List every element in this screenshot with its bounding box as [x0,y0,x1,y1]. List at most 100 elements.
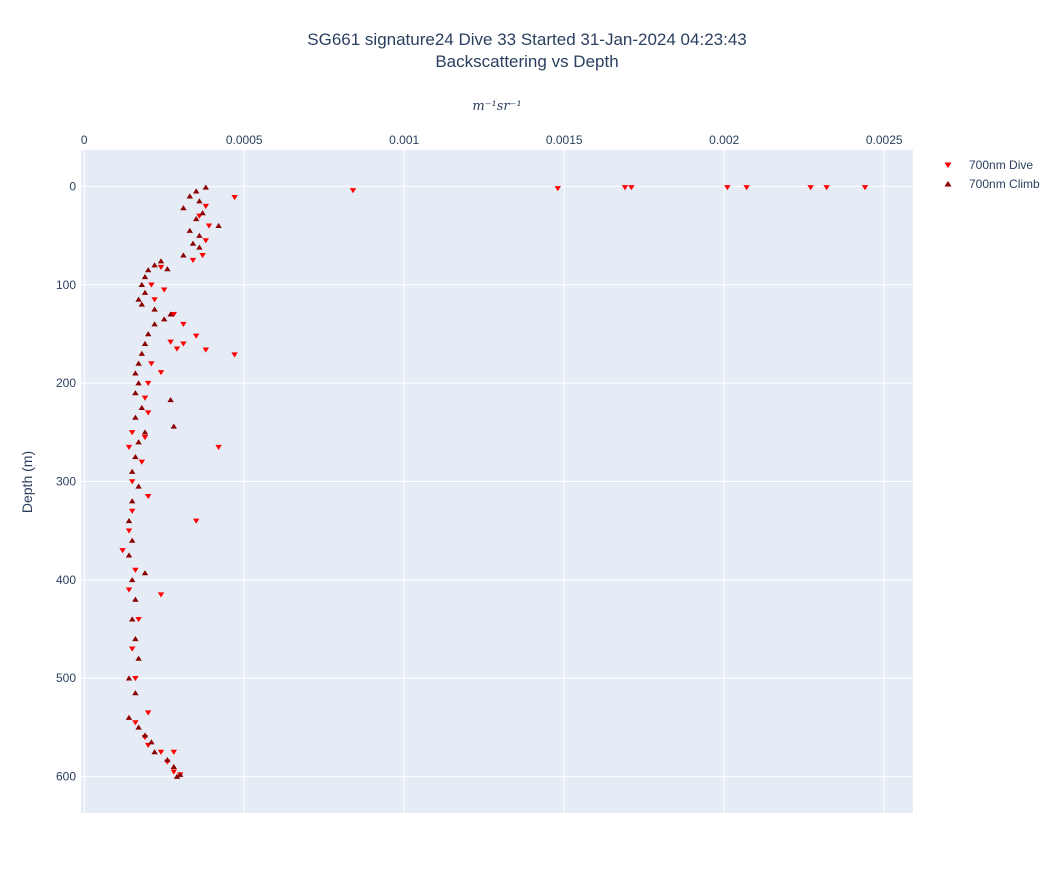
data-point [135,655,142,661]
data-point [151,749,158,755]
data-point [189,240,197,246]
data-point [724,185,731,191]
legend-item-climb[interactable]: 700nm Climb [944,177,1041,191]
data-point [129,537,136,543]
x-tick-label: 0.0025 [866,133,903,147]
data-point [151,262,158,268]
chart-title: SG661 signature24 Dive 33 Started 31-Jan… [307,30,746,49]
data-point [554,186,561,192]
data-point [145,331,152,337]
data-point [621,185,629,191]
data-point [193,518,200,524]
data-point [205,223,213,229]
legend-item-dive[interactable]: 700nm Dive [944,158,1034,172]
x-tick-label: 0.0015 [546,133,583,147]
data-point [193,215,200,222]
data-point [138,459,145,465]
data-point [157,258,165,264]
data-point [215,444,222,450]
y-tick-label: 600 [56,770,76,784]
data-point [135,296,142,302]
x-tick-label: 0.0005 [226,133,263,147]
data-point [125,444,133,450]
data-point [138,404,145,410]
legend-label: 700nm Dive [969,158,1033,172]
data-point [145,380,152,387]
data-point [125,528,133,534]
data-point [202,184,209,190]
data-point [129,430,136,436]
x-axis-ticks: 0 0.0005 0.001 0.0015 0.002 0.0025 [81,133,903,147]
y-axis-title: Depth (m) [19,451,35,513]
data-point [129,479,136,485]
data-point [145,267,152,273]
y-tick-label: 400 [56,573,76,587]
data-point [148,282,155,288]
data-point [132,720,139,726]
data-point [141,732,149,738]
chart-subtitle: Backscattering vs Depth [435,52,618,71]
data-point [186,193,193,199]
data-point [193,188,200,194]
data-point [170,312,177,318]
legend[interactable]: 700nm Dive 700nm Climb [944,158,1041,191]
data-point [148,739,155,745]
data-point [135,439,142,445]
y-axis-ticks: 0 100 200 300 400 500 600 [56,179,76,783]
data-point [145,494,152,500]
data-point [125,587,133,593]
data-point [628,185,635,191]
data-point [173,773,181,779]
x-tick-label: 0.002 [709,133,739,147]
data-point [199,210,206,216]
data-point [129,616,136,622]
data-point [151,306,158,312]
data-point [141,274,149,280]
data-point [196,244,203,250]
data-point [215,222,222,228]
data-point [135,483,142,489]
data-point [807,185,814,191]
data-point [180,252,187,258]
data-point [129,508,136,514]
data-point [138,301,145,307]
y-tick-label: 0 [69,179,76,193]
data-point [129,498,136,504]
x-tick-label: 0.001 [389,133,419,147]
data-point [129,576,136,583]
data-point [157,264,165,270]
data-point [132,454,139,460]
data-point [129,468,136,474]
data-point [167,311,174,317]
data-point [141,395,149,401]
data-point [202,347,209,353]
y-tick-label: 200 [56,376,76,390]
data-point [145,710,152,716]
data-point [186,227,193,233]
data-point [135,380,142,386]
data-point [196,198,203,204]
data-point [138,281,145,288]
data-point [823,185,830,191]
data-point [161,316,168,322]
data-point [167,396,174,403]
data-point [167,339,174,345]
data-point [151,321,158,327]
x-axis-title: m⁻¹sr⁻¹ [472,99,521,114]
data-point [129,646,136,652]
data-points [119,184,869,779]
data-point [157,370,165,376]
data-point [180,341,187,347]
data-point [177,771,184,777]
data-point [202,238,209,244]
data-point [119,548,126,554]
data-point [132,370,139,376]
data-point [141,340,149,347]
data-point [743,185,750,191]
data-point [173,346,181,352]
data-point [189,257,197,264]
data-point [125,517,133,524]
data-point [231,194,238,201]
y-tick-label: 300 [56,475,76,489]
